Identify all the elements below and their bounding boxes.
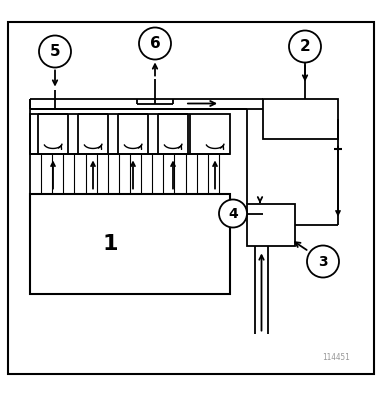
Bar xyxy=(30,114,230,154)
Text: 6: 6 xyxy=(150,36,160,51)
Bar xyxy=(247,204,295,245)
Bar xyxy=(263,98,338,139)
Text: 5: 5 xyxy=(50,44,60,59)
Text: 3: 3 xyxy=(318,254,328,268)
Circle shape xyxy=(307,245,339,278)
Text: 2: 2 xyxy=(299,39,310,54)
Circle shape xyxy=(39,35,71,67)
Text: 1: 1 xyxy=(102,233,118,254)
Text: 114451: 114451 xyxy=(322,353,350,362)
Circle shape xyxy=(289,31,321,62)
Circle shape xyxy=(219,200,247,227)
Text: 4: 4 xyxy=(228,206,238,220)
Bar xyxy=(30,193,230,293)
Circle shape xyxy=(139,27,171,60)
